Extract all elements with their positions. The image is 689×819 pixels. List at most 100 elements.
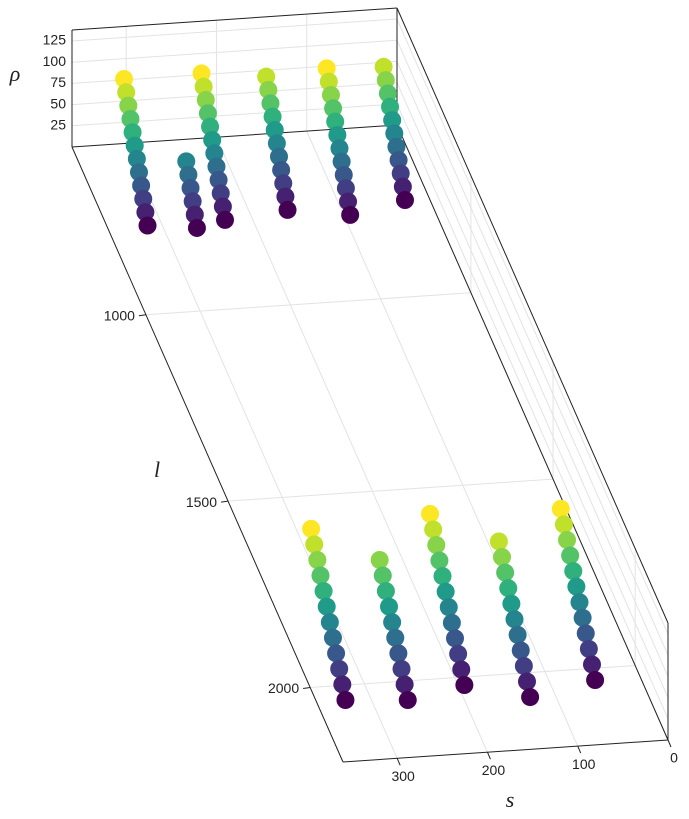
box-edge (71, 7, 398, 31)
point (278, 200, 297, 219)
point (436, 582, 455, 601)
point (314, 582, 333, 601)
z-tick-label: 25 (50, 117, 66, 133)
point (386, 628, 405, 647)
point (213, 197, 232, 216)
z-axis-title: ρ (9, 61, 21, 86)
point (392, 659, 411, 678)
y-axis-title: l (154, 457, 160, 482)
point (136, 203, 155, 222)
point (373, 566, 392, 585)
point (496, 563, 515, 582)
point (117, 83, 136, 102)
point (376, 71, 395, 90)
y-tick-label: 1000 (104, 307, 135, 323)
point (321, 85, 340, 104)
point (263, 107, 282, 126)
point (341, 205, 360, 224)
point (579, 639, 598, 658)
box-edge (396, 7, 669, 624)
point (209, 170, 228, 189)
point (395, 675, 414, 694)
point (421, 504, 440, 523)
point (389, 644, 408, 663)
point (378, 84, 397, 103)
point (561, 546, 580, 565)
point (328, 125, 347, 144)
tick-mark (667, 739, 672, 748)
point (493, 548, 512, 567)
point (554, 515, 573, 534)
grid-line (396, 18, 669, 635)
point (257, 67, 276, 86)
point (205, 144, 224, 163)
point (442, 613, 461, 632)
y-tick-label: 1500 (186, 494, 217, 510)
point (582, 655, 601, 674)
point (551, 499, 570, 518)
point (305, 535, 324, 554)
point (499, 579, 518, 598)
point (259, 80, 278, 99)
point (383, 111, 402, 130)
point (489, 532, 508, 551)
point (511, 641, 530, 660)
points (115, 57, 605, 710)
point (319, 72, 338, 91)
point (134, 189, 153, 208)
point (125, 136, 144, 155)
point (317, 597, 336, 616)
point (452, 660, 471, 679)
point (446, 629, 465, 648)
point (564, 562, 583, 581)
point (570, 593, 589, 612)
point (330, 659, 349, 678)
point (433, 567, 452, 586)
point (276, 187, 295, 206)
point (123, 123, 142, 142)
point (383, 613, 402, 632)
y-tick-label: 2000 (268, 680, 299, 696)
point (269, 147, 288, 166)
point (320, 613, 339, 632)
x-tick-label: 0 (670, 750, 678, 766)
point (387, 137, 406, 156)
point (370, 550, 389, 569)
tick-mark (577, 745, 582, 754)
point (183, 192, 202, 211)
point (339, 192, 358, 211)
point (119, 96, 138, 115)
x-axis-title: s (506, 787, 515, 812)
point (194, 77, 213, 96)
point (267, 134, 286, 153)
point (334, 165, 353, 184)
x-tick-label: 300 (391, 768, 415, 784)
point (380, 597, 399, 616)
grid-line (71, 18, 398, 42)
point (185, 205, 204, 224)
point (439, 598, 458, 617)
point (327, 644, 346, 663)
point (573, 608, 592, 627)
box-edge (396, 124, 669, 741)
z-tick-label: 75 (50, 74, 66, 90)
point (576, 624, 595, 643)
point (177, 152, 196, 171)
point (216, 210, 235, 229)
point (265, 120, 284, 139)
point (179, 165, 198, 184)
grid-line (71, 39, 398, 63)
tick-mark (396, 758, 401, 766)
point (198, 104, 217, 123)
point (211, 184, 230, 203)
point (336, 179, 355, 198)
point (332, 152, 351, 171)
point (455, 676, 474, 695)
point (427, 536, 446, 555)
point (567, 577, 586, 596)
point (302, 519, 321, 538)
point (261, 94, 280, 113)
grid-line (306, 130, 579, 747)
point (508, 625, 527, 644)
point (129, 163, 148, 182)
